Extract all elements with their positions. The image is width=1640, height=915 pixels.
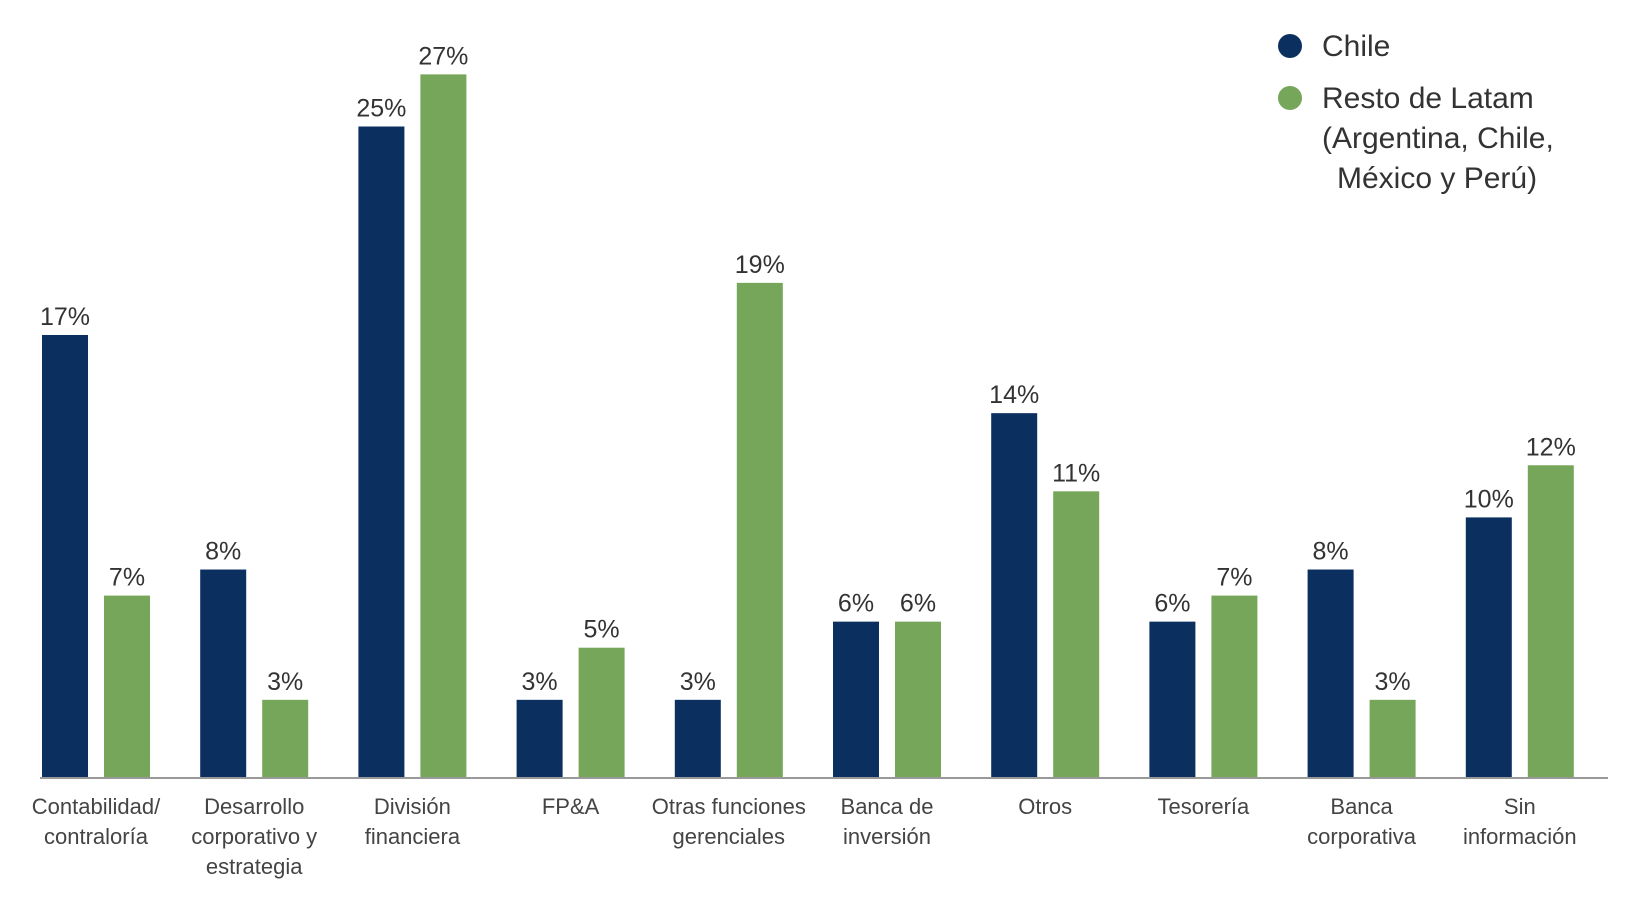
category-label-line: División [374, 794, 451, 819]
bars-layer [42, 74, 1574, 778]
bar-series1-cat7 [1211, 595, 1258, 778]
category-label-line: estrategia [206, 854, 303, 879]
bar-series0-cat5 [833, 621, 879, 778]
category-label-line: Otros [1018, 794, 1072, 819]
bar-series0-cat6 [991, 413, 1038, 778]
value-label-series0-cat4: 3% [680, 668, 716, 696]
legend-label-line: Resto de Latam [1322, 82, 1534, 115]
value-label-series0-cat5: 6% [838, 590, 874, 618]
category-label-4: Otras funciones gerenciales [652, 794, 806, 849]
category-label-1: Desarrollo corporativo y estrategia [191, 794, 317, 879]
value-label-series0-cat6: 14% [989, 381, 1039, 409]
legend: Chile Resto de Latam (Argentina, Chile, Méx… [1278, 30, 1554, 195]
value-label-series1-cat9: 12% [1526, 433, 1576, 461]
bar-series0-cat4 [674, 699, 721, 778]
legend-marker-series1 [1278, 86, 1302, 110]
bar-series1-cat9 [1527, 465, 1574, 778]
bar-series0-cat8 [1307, 569, 1354, 778]
value-label-series1-cat2: 27% [418, 42, 468, 70]
value-label-series1-cat8: 3% [1375, 668, 1411, 696]
category-label-line: inversión [843, 824, 931, 849]
bar-series1-cat8 [1369, 699, 1416, 778]
category-label-2: División financiera [365, 794, 461, 849]
category-label-line: Desarrollo [204, 794, 304, 819]
category-label-line: financiera [365, 824, 461, 849]
value-label-series1-cat0: 7% [109, 564, 145, 592]
value-label-series1-cat1: 3% [267, 668, 303, 696]
category-label-line: información [1463, 824, 1577, 849]
value-label-series1-cat7: 7% [1216, 564, 1252, 592]
category-label-line: Contabilidad/ [32, 794, 161, 819]
category-label-line: FP&A [542, 794, 600, 819]
legend-label-series0: Chile [1322, 30, 1390, 63]
category-label-3: FP&A [542, 794, 600, 819]
legend-label-line: Chile [1322, 30, 1390, 63]
bar-series1-cat6 [1053, 491, 1100, 778]
category-label-line: contraloría [44, 824, 149, 849]
value-labels-layer: 17% 7% 8% 3% 25% 27% 3% 5% 3% 19% 6% 6% 14% 11% 6% 7% 8%… [40, 42, 1576, 695]
bar-series1-cat5 [895, 621, 941, 778]
value-label-series0-cat0: 17% [40, 303, 90, 331]
value-label-series0-cat9: 10% [1464, 485, 1514, 513]
value-label-series0-cat1: 8% [205, 538, 241, 566]
category-label-5: Banca de inversión [841, 794, 934, 849]
bar-series0-cat0 [42, 334, 88, 778]
category-label-6: Otros [1018, 794, 1072, 819]
value-label-series0-cat3: 3% [522, 668, 558, 696]
bar-series0-cat7 [1149, 621, 1196, 778]
bar-series1-cat3 [578, 647, 625, 778]
bar-series1-cat1 [262, 699, 309, 778]
category-labels-layer: Contabilidad/contraloría Desarrollo corpor… [32, 794, 1577, 879]
bar-series0-cat2 [358, 126, 405, 778]
category-label-7: Tesorería [1158, 794, 1250, 819]
legend-label-line: (Argentina, Chile, [1322, 122, 1554, 155]
bar-series0-cat1 [200, 569, 247, 778]
category-label-line: corporativa [1307, 824, 1417, 849]
category-label-line: Sin [1504, 794, 1536, 819]
value-label-series0-cat8: 8% [1313, 538, 1349, 566]
value-label-series1-cat6: 11% [1052, 459, 1100, 487]
category-label-line: Tesorería [1158, 794, 1250, 819]
value-label-series0-cat2: 25% [356, 95, 406, 123]
bar-series1-cat0 [104, 595, 150, 778]
value-label-series0-cat7: 6% [1154, 590, 1190, 618]
category-label-0: Contabilidad/contraloría [32, 794, 161, 849]
category-label-8: Banca corporativa [1307, 794, 1417, 849]
category-label-line: Banca de [841, 794, 934, 819]
bar-series1-cat4 [736, 282, 783, 778]
legend-label-series1: Resto de Latam (Argentina, Chile, México y… [1322, 82, 1554, 195]
category-label-line: Banca [1330, 794, 1393, 819]
legend-label-line: México y Perú) [1337, 162, 1537, 195]
category-label-line: corporativo y [191, 824, 317, 849]
bar-series0-cat9 [1465, 517, 1512, 778]
bar-series1-cat2 [420, 74, 467, 778]
category-label-9: Sin información [1463, 794, 1577, 849]
bar-series0-cat3 [516, 699, 563, 778]
legend-marker-series0 [1278, 34, 1302, 58]
category-label-line: gerenciales [673, 824, 786, 849]
category-label-line: Otras funciones [652, 794, 806, 819]
value-label-series1-cat3: 5% [584, 616, 620, 644]
value-label-series1-cat4: 19% [735, 251, 785, 279]
value-label-series1-cat5: 6% [900, 590, 936, 618]
